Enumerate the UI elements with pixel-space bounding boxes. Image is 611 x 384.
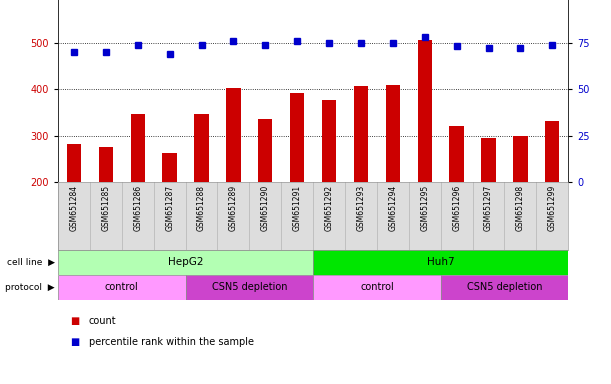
Bar [58,275,186,300]
Text: cell line  ▶: cell line ▶ [7,258,55,266]
Text: GSM651288: GSM651288 [197,185,206,231]
Bar [67,144,81,276]
Bar [417,40,432,276]
Text: GSM651298: GSM651298 [516,185,525,231]
Text: CSN5 depletion: CSN5 depletion [467,282,542,292]
Bar [258,119,273,276]
Text: GSM651292: GSM651292 [324,185,334,231]
Text: GSM651291: GSM651291 [293,185,302,231]
Text: GSM651284: GSM651284 [70,185,78,231]
Text: GSM651287: GSM651287 [165,185,174,231]
Text: GSM651285: GSM651285 [101,185,111,231]
Bar [450,126,464,276]
Text: GSM651296: GSM651296 [452,185,461,231]
Text: GSM651293: GSM651293 [356,185,365,231]
Text: GSM651289: GSM651289 [229,185,238,231]
Text: Huh7: Huh7 [427,257,455,267]
Text: GSM651299: GSM651299 [548,185,557,231]
Bar [131,114,145,276]
Text: GSM651295: GSM651295 [420,185,430,231]
Bar [226,88,241,276]
Bar [290,93,304,276]
Bar [58,250,313,275]
Text: ■: ■ [70,316,79,326]
Bar [322,101,336,276]
Bar [545,121,560,276]
Bar [163,152,177,276]
Bar [313,275,441,300]
Bar [441,275,568,300]
Bar [194,114,209,276]
Text: GSM651294: GSM651294 [389,185,397,231]
Bar [386,85,400,276]
Bar [186,275,313,300]
Bar [481,138,496,276]
Bar [313,250,568,275]
Text: count: count [89,316,116,326]
Text: protocol  ▶: protocol ▶ [5,283,55,291]
Text: ■: ■ [70,337,79,347]
Text: CSN5 depletion: CSN5 depletion [211,282,287,292]
Text: GSM651286: GSM651286 [133,185,142,231]
Bar [99,147,113,276]
Bar [513,136,527,276]
Text: control: control [105,282,139,292]
Text: percentile rank within the sample: percentile rank within the sample [89,337,254,347]
Text: HepG2: HepG2 [168,257,203,267]
Text: GSM651290: GSM651290 [261,185,270,231]
Bar [354,86,368,276]
Text: GSM651297: GSM651297 [484,185,493,231]
Text: control: control [360,282,393,292]
